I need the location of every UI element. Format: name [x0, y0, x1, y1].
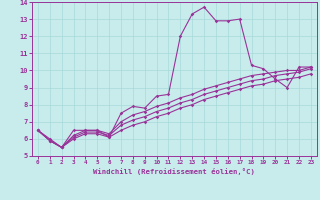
X-axis label: Windchill (Refroidissement éolien,°C): Windchill (Refroidissement éolien,°C) [93, 168, 255, 175]
